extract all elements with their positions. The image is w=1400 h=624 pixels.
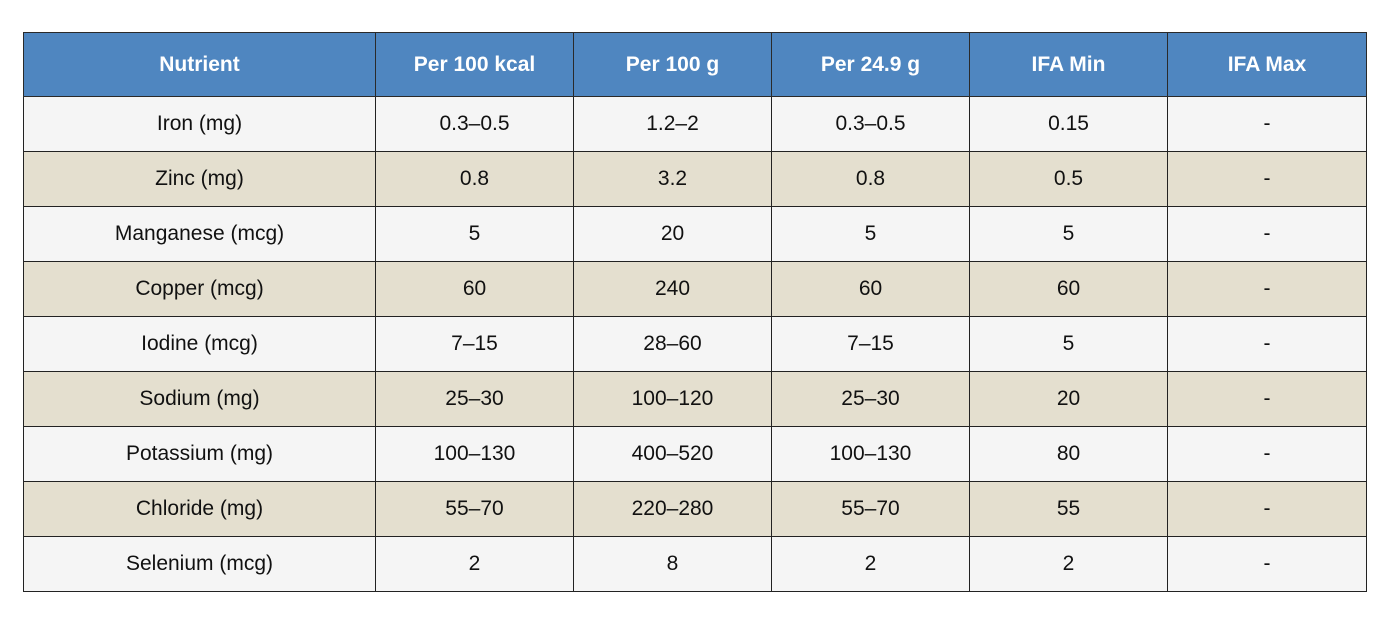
table-row: Selenium (mcg) 2 8 2 2 - (23, 536, 1367, 592)
header-row: Nutrient Per 100 kcal Per 100 g Per 24.9… (23, 32, 1367, 97)
header-ifa-max: IFA Max (1167, 32, 1367, 97)
cell-per-100-g: 220–280 (573, 481, 772, 537)
cell-nutrient: Sodium (mg) (23, 371, 376, 427)
cell-per-24-9-g: 5 (771, 206, 970, 262)
cell-nutrient: Chloride (mg) (23, 481, 376, 537)
header-per-100-g: Per 100 g (573, 32, 772, 97)
cell-ifa-max: - (1167, 481, 1367, 537)
cell-per-24-9-g: 0.8 (771, 151, 970, 207)
table-row: Iodine (mcg) 7–15 28–60 7–15 5 - (23, 316, 1367, 372)
cell-per-100-g: 20 (573, 206, 772, 262)
table-row: Sodium (mg) 25–30 100–120 25–30 20 - (23, 371, 1367, 427)
cell-nutrient: Manganese (mcg) (23, 206, 376, 262)
cell-per-100-kcal: 5 (375, 206, 574, 262)
cell-ifa-min: 5 (969, 206, 1168, 262)
cell-ifa-min: 60 (969, 261, 1168, 317)
cell-ifa-min: 80 (969, 426, 1168, 482)
cell-ifa-max: - (1167, 261, 1367, 317)
cell-ifa-min: 0.15 (969, 96, 1168, 152)
cell-per-100-g: 100–120 (573, 371, 772, 427)
cell-per-24-9-g: 100–130 (771, 426, 970, 482)
header-nutrient: Nutrient (23, 32, 376, 97)
cell-ifa-min: 5 (969, 316, 1168, 372)
cell-per-100-kcal: 2 (375, 536, 574, 592)
cell-ifa-max: - (1167, 96, 1367, 152)
cell-per-24-9-g: 7–15 (771, 316, 970, 372)
cell-ifa-max: - (1167, 536, 1367, 592)
cell-ifa-min: 0.5 (969, 151, 1168, 207)
cell-nutrient: Zinc (mg) (23, 151, 376, 207)
table-row: Potassium (mg) 100–130 400–520 100–130 8… (23, 426, 1367, 482)
cell-per-24-9-g: 60 (771, 261, 970, 317)
cell-per-100-g: 1.2–2 (573, 96, 772, 152)
cell-per-100-kcal: 7–15 (375, 316, 574, 372)
cell-ifa-min: 2 (969, 536, 1168, 592)
header-per-100-kcal: Per 100 kcal (375, 32, 574, 97)
cell-nutrient: Iodine (mcg) (23, 316, 376, 372)
cell-per-100-g: 400–520 (573, 426, 772, 482)
cell-ifa-min: 20 (969, 371, 1168, 427)
cell-per-24-9-g: 0.3–0.5 (771, 96, 970, 152)
cell-nutrient: Selenium (mcg) (23, 536, 376, 592)
table-header: Nutrient Per 100 kcal Per 100 g Per 24.9… (23, 32, 1367, 97)
cell-ifa-max: - (1167, 206, 1367, 262)
cell-per-24-9-g: 2 (771, 536, 970, 592)
cell-ifa-max: - (1167, 316, 1367, 372)
table-row: Iron (mg) 0.3–0.5 1.2–2 0.3–0.5 0.15 - (23, 96, 1367, 152)
cell-ifa-max: - (1167, 371, 1367, 427)
table-row: Zinc (mg) 0.8 3.2 0.8 0.5 - (23, 151, 1367, 207)
cell-per-100-kcal: 100–130 (375, 426, 574, 482)
nutrient-table-container: Nutrient Per 100 kcal Per 100 g Per 24.9… (23, 32, 1367, 592)
table-row: Chloride (mg) 55–70 220–280 55–70 55 - (23, 481, 1367, 537)
cell-per-100-kcal: 0.8 (375, 151, 574, 207)
table-row: Manganese (mcg) 5 20 5 5 - (23, 206, 1367, 262)
cell-per-24-9-g: 55–70 (771, 481, 970, 537)
cell-per-100-kcal: 0.3–0.5 (375, 96, 574, 152)
cell-nutrient: Copper (mcg) (23, 261, 376, 317)
cell-per-100-g: 8 (573, 536, 772, 592)
table-row: Copper (mcg) 60 240 60 60 - (23, 261, 1367, 317)
cell-ifa-min: 55 (969, 481, 1168, 537)
nutrient-table: Nutrient Per 100 kcal Per 100 g Per 24.9… (23, 32, 1367, 592)
table-body: Iron (mg) 0.3–0.5 1.2–2 0.3–0.5 0.15 - Z… (23, 96, 1367, 592)
cell-per-100-g: 28–60 (573, 316, 772, 372)
header-per-24-9-g: Per 24.9 g (771, 32, 970, 97)
cell-per-100-kcal: 60 (375, 261, 574, 317)
cell-per-100-g: 3.2 (573, 151, 772, 207)
cell-nutrient: Potassium (mg) (23, 426, 376, 482)
cell-nutrient: Iron (mg) (23, 96, 376, 152)
cell-per-100-g: 240 (573, 261, 772, 317)
cell-per-24-9-g: 25–30 (771, 371, 970, 427)
cell-ifa-max: - (1167, 151, 1367, 207)
cell-per-100-kcal: 25–30 (375, 371, 574, 427)
header-ifa-min: IFA Min (969, 32, 1168, 97)
cell-per-100-kcal: 55–70 (375, 481, 574, 537)
cell-ifa-max: - (1167, 426, 1367, 482)
